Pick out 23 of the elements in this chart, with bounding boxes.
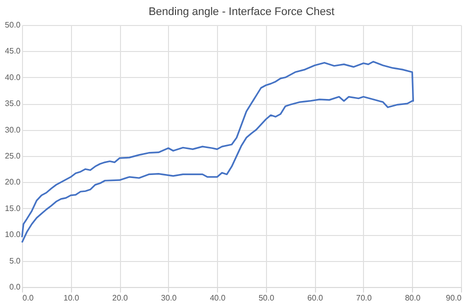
x-tick-label: 80.0 bbox=[404, 294, 422, 302]
y-tick-label: 40.0 bbox=[4, 72, 22, 82]
y-tick-label: 20.0 bbox=[4, 178, 22, 187]
y-tick-label: 30.0 bbox=[4, 125, 22, 134]
y-tick-label: 45.0 bbox=[4, 46, 22, 56]
x-tick-label: 70.0 bbox=[356, 294, 372, 302]
y-tick-label: 10.0 bbox=[4, 230, 22, 240]
x-tick-label: 20.0 bbox=[112, 294, 128, 302]
y-tick-label: 15.0 bbox=[4, 204, 22, 213]
y-tick-label: 5.0 bbox=[9, 256, 22, 266]
x-tick-label: 50.0 bbox=[258, 294, 275, 302]
y-tick-label: 0.0 bbox=[9, 282, 22, 292]
x-tick-label: 90.0 bbox=[446, 294, 462, 302]
x-tick-label: 40.0 bbox=[210, 294, 226, 302]
line-series bbox=[21, 60, 414, 244]
y-tick-label: 35.0 bbox=[4, 99, 22, 108]
x-tick-label: 10.0 bbox=[63, 294, 80, 302]
y-tick-label: 50.0 bbox=[4, 20, 22, 30]
x-tick-label: 0.0 bbox=[22, 294, 34, 302]
x-tick-label: 30.0 bbox=[161, 294, 178, 302]
chart-title: Bending angle - Interface Force Chest bbox=[148, 6, 334, 18]
x-tick-label: 60.0 bbox=[307, 294, 324, 302]
y-tick-label: 25.0 bbox=[4, 152, 22, 160]
